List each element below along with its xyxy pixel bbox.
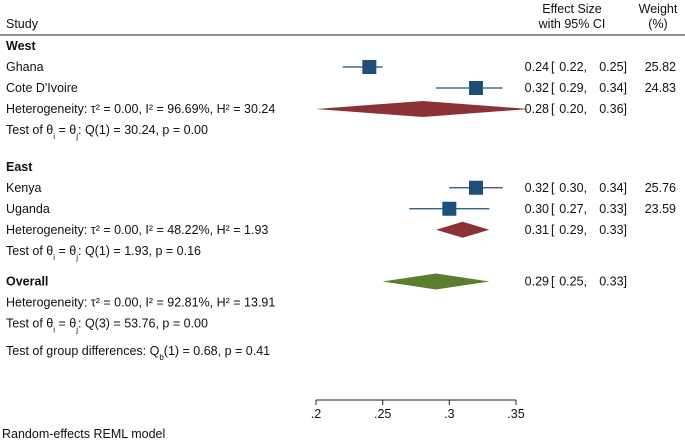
header-effect-size: Effect Size <box>542 2 602 16</box>
study-ghana-effect-size: 0.24 <box>525 60 549 74</box>
header-weight-unit: (%) <box>648 17 667 31</box>
group-label-west: West <box>6 39 36 53</box>
study-ghana-ci-bracket: [ <box>551 60 555 74</box>
x-tick-label: .35 <box>507 407 524 421</box>
test-theta-west: Test of θi = θj: Q(1) = 30.24, p = 0.00 <box>6 123 208 141</box>
overall-ci-bracket: [ <box>551 275 555 289</box>
x-tick-label: .25 <box>374 407 391 421</box>
test-text-part: : Q(1) = 30.24, p = 0.00 <box>78 123 208 137</box>
subtotal-west-effect-size: 0.28 <box>525 102 549 116</box>
study-cote-d-ivoire-weight: 24.83 <box>645 81 676 95</box>
overall-effect-size: 0.29 <box>525 275 549 289</box>
header-weight: Weight <box>639 2 678 16</box>
subscript: b <box>159 352 164 361</box>
test-text-part: = θ <box>55 123 76 137</box>
study-ghana-ci-lower: 0.22, <box>559 60 587 74</box>
overall-label: Overall <box>6 275 48 289</box>
subscript: j <box>75 252 78 261</box>
study-uganda-ci-upper: 0.33] <box>599 202 627 216</box>
overall-ci-lower: 0.25, <box>559 275 587 289</box>
subscript: j <box>75 132 78 141</box>
study-cote-d-ivoire-ci-bracket: [ <box>551 81 555 95</box>
subtotal-east-effect-size: 0.31 <box>525 223 549 237</box>
subscript: i <box>53 252 55 261</box>
subtotal-east-ci-bracket: [ <box>551 223 555 237</box>
test-text-part: : Q(3) = 53.76, p = 0.00 <box>78 317 208 331</box>
study-uganda-effect-size: 0.30 <box>525 202 549 216</box>
study-uganda-marker <box>442 201 457 216</box>
test-text-part: = θ <box>55 244 76 258</box>
study-ghana-weight: 25.82 <box>645 60 676 74</box>
test-text-part: Test of θ <box>6 244 53 258</box>
study-kenya-effect-size: 0.32 <box>525 181 549 195</box>
test-text-part: Test of θ <box>6 123 53 137</box>
test-text-part: = θ <box>55 317 76 331</box>
x-tick-label: .2 <box>311 407 321 421</box>
subscript: i <box>53 132 55 141</box>
subscript: i <box>53 325 55 334</box>
study-kenya-ci-lower: 0.30, <box>559 181 587 195</box>
x-axis: .2 .25 .3 .35 Random-effects REML model <box>2 399 525 440</box>
test-text-part: Test of θ <box>6 317 53 331</box>
heterogeneity-east: Heterogeneity: τ² = 0.00, I² = 48.22%, H… <box>6 223 268 237</box>
header-study: Study <box>6 17 39 31</box>
test-text-part: Test of group differences: Q <box>6 344 160 358</box>
study-cote-d-ivoire-label: Cote D'Ivoire <box>6 81 78 95</box>
study-cote-d-ivoire-ci-upper: 0.34] <box>599 81 627 95</box>
subtotal-west-ci-upper: 0.36] <box>599 102 627 116</box>
test-text-part: : Q(1) = 1.93, p = 0.16 <box>78 244 201 258</box>
test-group-differences: Test of group differences: Qb(1) = 0.68,… <box>6 344 270 362</box>
study-uganda-ci-lower: 0.27, <box>559 202 587 216</box>
study-uganda-weight: 23.59 <box>645 202 676 216</box>
overall-ci-upper: 0.33] <box>599 275 627 289</box>
study-kenya-ci-upper: 0.34] <box>599 181 627 195</box>
study-kenya-label: Kenya <box>6 181 41 195</box>
subtotal-east-ci-upper: 0.33] <box>599 223 627 237</box>
study-kenya-ci-bracket: [ <box>551 181 555 195</box>
subtotal-west-ci-bracket: [ <box>551 102 555 116</box>
study-cote-d-ivoire-marker <box>469 81 483 95</box>
subscript: j <box>75 325 78 334</box>
test-text-part: (1) = 0.68, p = 0.41 <box>164 344 270 358</box>
subtotal-diamond-west <box>316 101 530 117</box>
study-kenya-weight: 25.76 <box>645 181 676 195</box>
subtotal-diamond-east <box>436 221 490 238</box>
group-label-east: East <box>6 160 33 174</box>
study-ghana-ci-upper: 0.25] <box>599 60 627 74</box>
header-ci: with 95% CI <box>538 17 606 31</box>
overall-diamond <box>382 273 490 290</box>
study-cote-d-ivoire-ci-lower: 0.29, <box>559 81 587 95</box>
heterogeneity-west: Heterogeneity: τ² = 0.00, I² = 96.69%, H… <box>6 102 275 116</box>
test-theta-overall: Test of θi = θj: Q(3) = 53.76, p = 0.00 <box>6 317 208 335</box>
subtotal-east-ci-lower: 0.29, <box>559 223 587 237</box>
subtotal-west-ci-lower: 0.20, <box>559 102 587 116</box>
study-cote-d-ivoire-effect-size: 0.32 <box>525 81 549 95</box>
x-tick-label: .3 <box>444 407 454 421</box>
study-kenya-marker <box>469 180 483 195</box>
heterogeneity-overall: Heterogeneity: τ² = 0.00, I² = 92.81%, H… <box>6 296 275 310</box>
study-ghana-label: Ghana <box>6 60 44 74</box>
study-uganda-ci-bracket: [ <box>551 202 555 216</box>
study-uganda-label: Uganda <box>6 202 50 216</box>
model-note: Random-effects REML model <box>2 427 165 440</box>
study-ghana-marker <box>362 60 377 74</box>
test-theta-east: Test of θi = θj: Q(1) = 1.93, p = 0.16 <box>6 244 201 262</box>
